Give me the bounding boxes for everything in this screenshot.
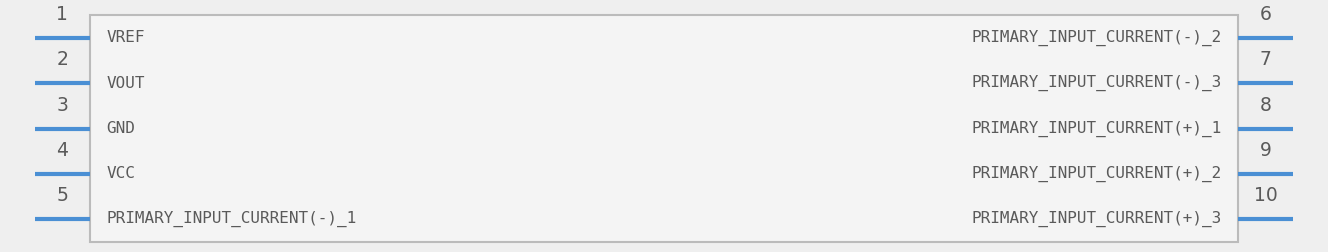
Text: 6: 6 — [1260, 5, 1271, 24]
Text: 2: 2 — [57, 50, 68, 69]
Text: 10: 10 — [1254, 186, 1278, 205]
Text: 4: 4 — [56, 141, 69, 160]
Text: PRIMARY_INPUT_CURRENT(+)_3: PRIMARY_INPUT_CURRENT(+)_3 — [972, 211, 1222, 227]
Text: PRIMARY_INPUT_CURRENT(-)_2: PRIMARY_INPUT_CURRENT(-)_2 — [972, 30, 1222, 46]
Text: 5: 5 — [57, 186, 68, 205]
Text: 9: 9 — [1260, 141, 1271, 160]
Text: VREF: VREF — [106, 30, 145, 45]
Text: VCC: VCC — [106, 166, 135, 181]
Text: PRIMARY_INPUT_CURRENT(-)_1: PRIMARY_INPUT_CURRENT(-)_1 — [106, 211, 356, 227]
Text: 3: 3 — [57, 96, 68, 115]
Text: PRIMARY_INPUT_CURRENT(-)_3: PRIMARY_INPUT_CURRENT(-)_3 — [972, 75, 1222, 91]
Text: 7: 7 — [1260, 50, 1271, 69]
Text: 1: 1 — [57, 5, 68, 24]
Bar — [90, 15, 1238, 242]
Text: 8: 8 — [1260, 96, 1271, 115]
Text: PRIMARY_INPUT_CURRENT(+)_1: PRIMARY_INPUT_CURRENT(+)_1 — [972, 120, 1222, 137]
Text: GND: GND — [106, 121, 135, 136]
Text: VOUT: VOUT — [106, 76, 145, 91]
Text: PRIMARY_INPUT_CURRENT(+)_2: PRIMARY_INPUT_CURRENT(+)_2 — [972, 166, 1222, 182]
